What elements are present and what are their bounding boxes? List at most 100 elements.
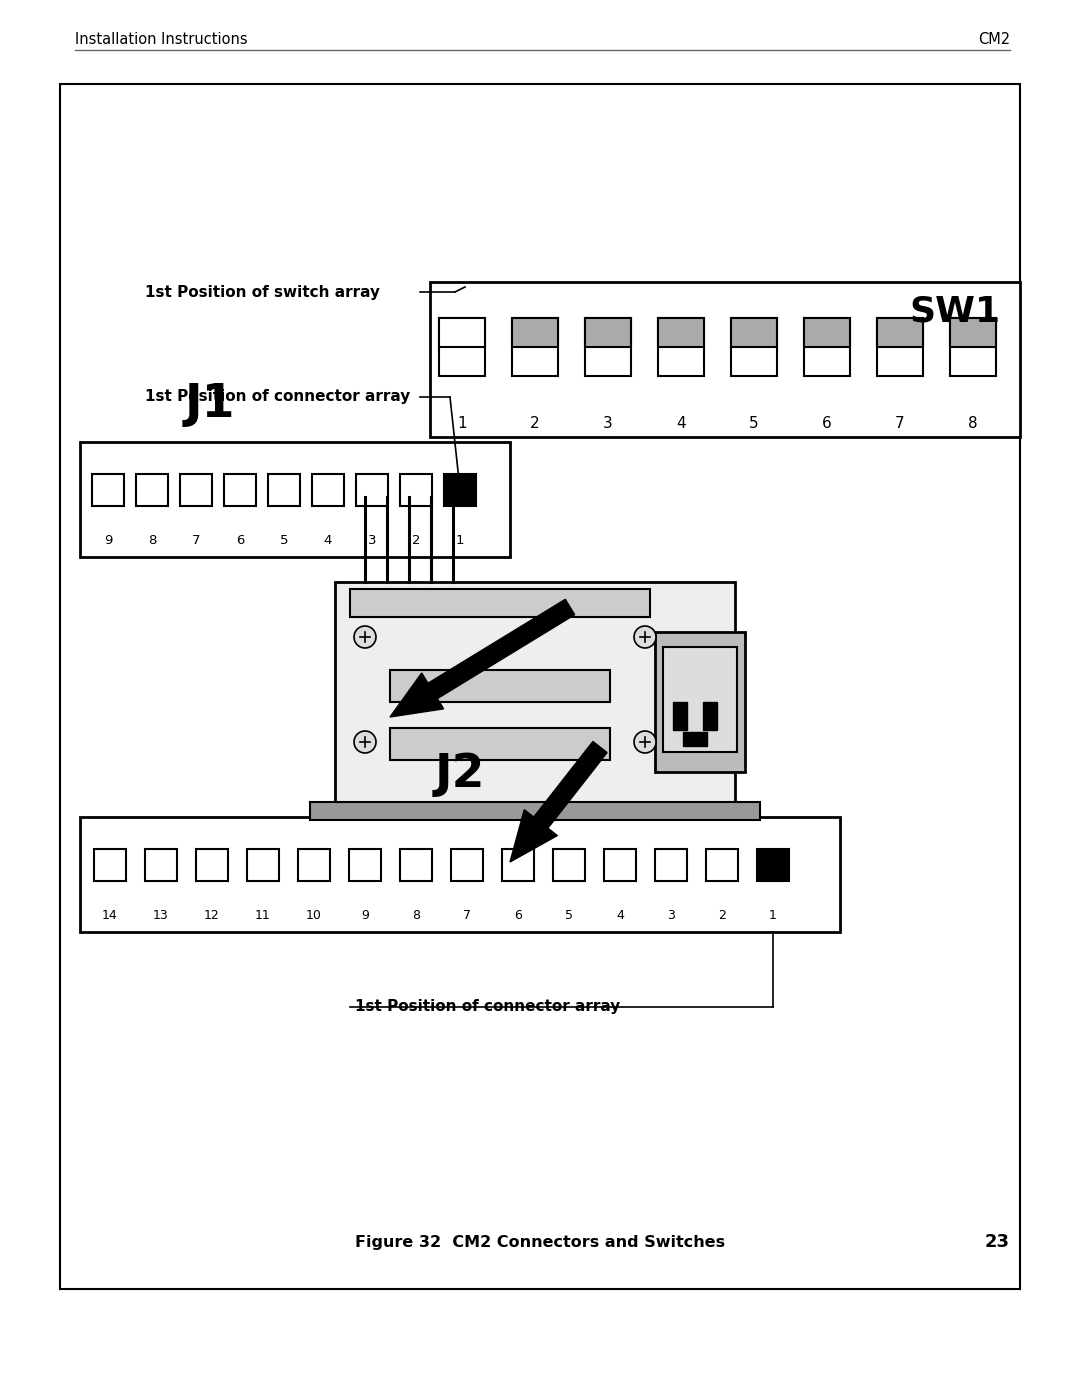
Text: 23: 23: [985, 1234, 1010, 1250]
Text: 14: 14: [103, 909, 118, 922]
Bar: [950, 319, 996, 376]
Bar: [350, 590, 650, 617]
Text: 1st Position of switch array: 1st Position of switch array: [145, 285, 380, 299]
Text: 4: 4: [676, 415, 686, 430]
Bar: [438, 319, 485, 376]
Text: Figure 32  CM2 Connectors and Switches: Figure 32 CM2 Connectors and Switches: [355, 1235, 725, 1249]
Bar: [512, 319, 558, 346]
Bar: [444, 474, 476, 506]
Bar: [585, 319, 631, 346]
Bar: [877, 319, 923, 346]
Text: 1st Position of connector array: 1st Position of connector array: [145, 390, 410, 405]
Text: 6: 6: [822, 415, 832, 430]
Text: 2: 2: [530, 415, 540, 430]
Bar: [298, 848, 330, 880]
Text: 8: 8: [411, 909, 420, 922]
Text: 2: 2: [718, 909, 726, 922]
Text: 8: 8: [968, 415, 977, 430]
Bar: [310, 802, 760, 820]
Bar: [757, 848, 789, 880]
Text: 9: 9: [361, 909, 369, 922]
Bar: [804, 319, 850, 346]
Text: 10: 10: [306, 909, 322, 922]
Text: Installation Instructions: Installation Instructions: [75, 32, 247, 46]
Bar: [92, 474, 124, 506]
Text: 5: 5: [565, 909, 573, 922]
Bar: [512, 319, 558, 376]
Bar: [180, 474, 212, 506]
Bar: [502, 848, 534, 880]
Text: 3: 3: [603, 415, 612, 430]
Polygon shape: [390, 599, 575, 717]
Bar: [451, 848, 483, 880]
Bar: [654, 631, 745, 773]
Bar: [224, 474, 256, 506]
Text: 7: 7: [192, 534, 200, 548]
Text: 7: 7: [895, 415, 905, 430]
Text: 5: 5: [280, 534, 288, 548]
Text: 13: 13: [153, 909, 168, 922]
Bar: [390, 671, 610, 703]
Polygon shape: [510, 742, 607, 862]
Bar: [804, 319, 850, 376]
Text: 8: 8: [148, 534, 157, 548]
Text: 6: 6: [514, 909, 522, 922]
Bar: [877, 319, 923, 376]
Text: 6: 6: [235, 534, 244, 548]
Text: 3: 3: [368, 534, 376, 548]
Bar: [400, 474, 432, 506]
Bar: [654, 848, 687, 880]
Bar: [658, 319, 704, 346]
Circle shape: [634, 731, 656, 753]
Bar: [80, 817, 840, 932]
Bar: [585, 319, 631, 376]
Text: CM2: CM2: [977, 32, 1010, 46]
Text: 4: 4: [616, 909, 624, 922]
Circle shape: [354, 626, 376, 648]
Bar: [553, 848, 585, 880]
Bar: [60, 84, 1020, 1289]
Bar: [390, 728, 610, 760]
Bar: [731, 319, 777, 346]
Bar: [604, 848, 636, 880]
Bar: [145, 848, 177, 880]
Bar: [356, 474, 388, 506]
Text: 2: 2: [411, 534, 420, 548]
Circle shape: [634, 626, 656, 648]
Bar: [703, 703, 717, 731]
Bar: [658, 319, 704, 376]
Text: 12: 12: [204, 909, 220, 922]
Bar: [430, 282, 1020, 437]
Bar: [94, 848, 126, 880]
Bar: [195, 848, 228, 880]
Bar: [731, 319, 777, 376]
Bar: [663, 647, 737, 752]
Text: 9: 9: [104, 534, 112, 548]
Bar: [312, 474, 345, 506]
Text: 1: 1: [457, 415, 467, 430]
Bar: [400, 848, 432, 880]
Text: 1: 1: [456, 534, 464, 548]
Text: 5: 5: [750, 415, 759, 430]
Bar: [349, 848, 381, 880]
Bar: [80, 441, 510, 557]
Bar: [683, 732, 707, 746]
Text: 1st Position of connector array: 1st Position of connector array: [355, 999, 620, 1014]
Bar: [335, 583, 735, 802]
Bar: [136, 474, 168, 506]
Text: J2: J2: [435, 752, 485, 798]
Bar: [706, 848, 738, 880]
Bar: [438, 319, 485, 346]
Bar: [673, 703, 687, 731]
Bar: [247, 848, 279, 880]
Text: 1: 1: [769, 909, 777, 922]
Text: 7: 7: [463, 909, 471, 922]
Text: 11: 11: [255, 909, 271, 922]
Bar: [950, 319, 996, 346]
Text: 4: 4: [324, 534, 333, 548]
Text: J1: J1: [185, 381, 235, 427]
Circle shape: [354, 731, 376, 753]
Text: SW1: SW1: [909, 293, 1000, 328]
Bar: [268, 474, 300, 506]
Text: 3: 3: [667, 909, 675, 922]
